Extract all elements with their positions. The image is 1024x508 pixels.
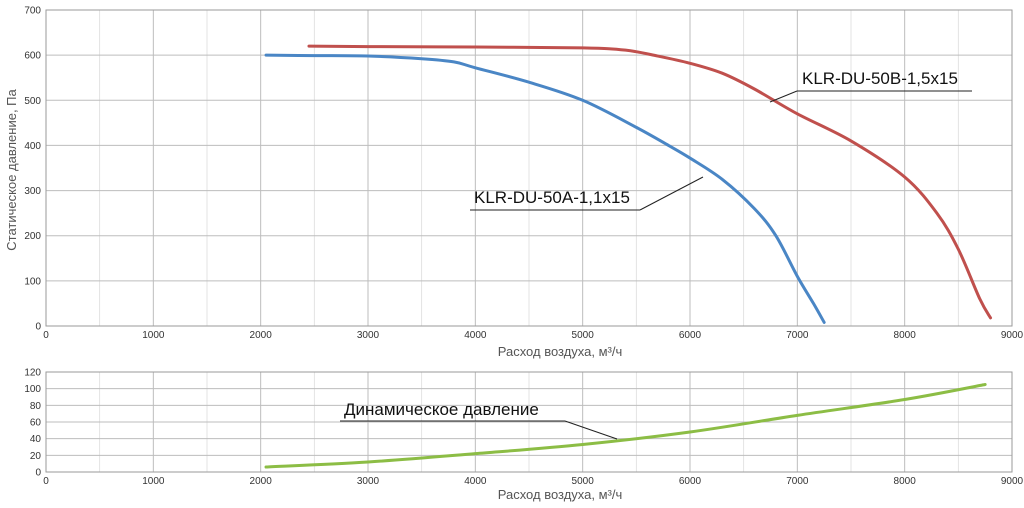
x-tick-label: 1000 bbox=[142, 476, 165, 487]
y-tick-label: 700 bbox=[24, 6, 41, 17]
dynamic-pressure-label: Динамическое давление bbox=[344, 400, 539, 419]
plot-frame bbox=[45, 9, 1013, 327]
x-tick-label: 3000 bbox=[357, 476, 380, 487]
x-tick-label: 0 bbox=[43, 330, 49, 341]
y-tick-label: 0 bbox=[35, 322, 41, 333]
x-tick-label: 8000 bbox=[894, 330, 917, 341]
y-tick-label: 200 bbox=[24, 231, 41, 242]
x-tick-label: 2000 bbox=[250, 330, 273, 341]
dynamic-pressure-grid bbox=[45, 371, 1013, 473]
callout-dynamic: Динамическое давление bbox=[340, 400, 618, 440]
dynamic-pressure-series bbox=[264, 383, 987, 469]
x-axis-label: Расход воздуха, м³/ч bbox=[498, 344, 623, 359]
dynamic-pressure-ticks: 0 1000 2000 3000 4000 5000 6000 7000 8000 9000 0 20… bbox=[24, 368, 1023, 488]
x-tick-label: 5000 bbox=[572, 330, 595, 341]
callout-series-b: KLR-DU-50B-1,5x15 bbox=[769, 69, 972, 103]
y-tick-label: 20 bbox=[30, 451, 42, 462]
y-axis-label: Статическое давление, Па bbox=[4, 89, 19, 251]
callout-leader bbox=[639, 176, 704, 211]
x-tick-label: 9000 bbox=[1001, 476, 1024, 487]
y-tick-label: 500 bbox=[24, 96, 41, 107]
x-axis-label: Расход воздуха, м³/ч bbox=[498, 487, 623, 502]
x-tick-label: 0 bbox=[43, 476, 49, 487]
x-tick-label: 1000 bbox=[142, 330, 165, 341]
series-line bbox=[307, 44, 993, 320]
y-tick-label: 80 bbox=[30, 401, 42, 412]
series-line bbox=[264, 383, 987, 469]
static-pressure-series bbox=[264, 44, 993, 324]
x-tick-label: 3000 bbox=[357, 330, 380, 341]
x-tick-label: 4000 bbox=[464, 330, 487, 341]
static-pressure-grid bbox=[45, 9, 1013, 327]
series-a-label: KLR-DU-50A-1,1x15 bbox=[474, 188, 630, 207]
y-tick-label: 100 bbox=[24, 276, 41, 287]
static-pressure-chart: 0 1000 2000 3000 4000 5000 6000 7000 8000 9000 0 10… bbox=[4, 6, 1024, 360]
y-tick-label: 600 bbox=[24, 51, 41, 62]
x-tick-label: 6000 bbox=[679, 330, 702, 341]
y-tick-label: 300 bbox=[24, 186, 41, 197]
x-tick-label: 6000 bbox=[679, 476, 702, 487]
x-tick-label: 7000 bbox=[786, 476, 809, 487]
y-tick-label: 120 bbox=[24, 368, 41, 379]
x-tick-label: 4000 bbox=[464, 476, 487, 487]
series-b-label: KLR-DU-50B-1,5x15 bbox=[802, 69, 958, 88]
y-tick-label: 400 bbox=[24, 141, 41, 152]
callout-series-a: KLR-DU-50A-1,1x15 bbox=[470, 176, 704, 211]
x-tick-label: 7000 bbox=[786, 330, 809, 341]
x-tick-label: 5000 bbox=[572, 476, 595, 487]
plot-frame bbox=[45, 371, 1013, 473]
callout-leader bbox=[564, 420, 618, 440]
y-tick-label: 40 bbox=[30, 434, 42, 445]
callout-leader bbox=[769, 90, 798, 103]
series-line bbox=[264, 53, 826, 324]
y-tick-label: 60 bbox=[30, 418, 42, 429]
y-tick-label: 100 bbox=[24, 384, 41, 395]
dynamic-pressure-chart: 0 1000 2000 3000 4000 5000 6000 7000 8000 9000 0 20… bbox=[24, 368, 1023, 503]
x-tick-label: 8000 bbox=[894, 476, 917, 487]
x-tick-label: 9000 bbox=[1001, 330, 1024, 341]
x-tick-label: 2000 bbox=[250, 476, 273, 487]
y-tick-label: 0 bbox=[35, 468, 41, 479]
static-pressure-ticks: 0 1000 2000 3000 4000 5000 6000 7000 8000 9000 0 10… bbox=[24, 6, 1023, 342]
